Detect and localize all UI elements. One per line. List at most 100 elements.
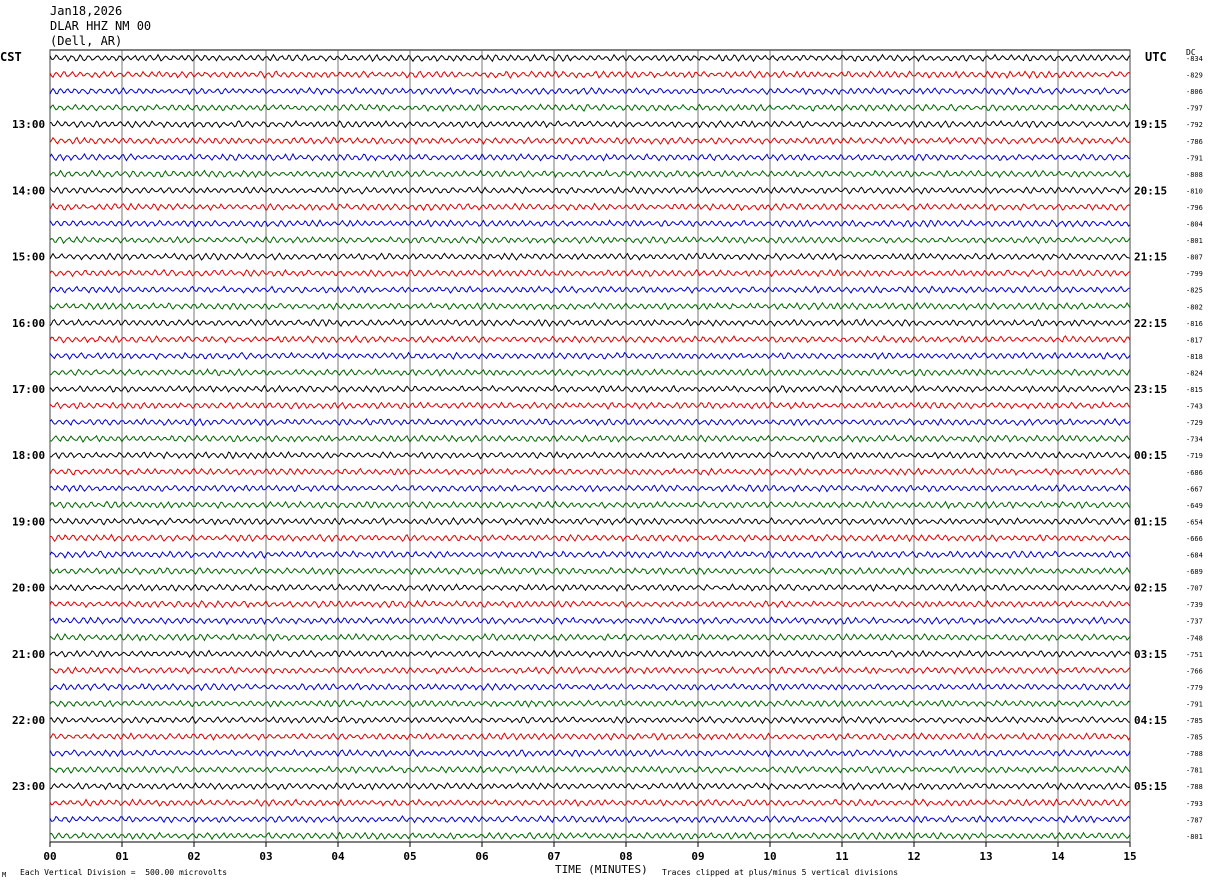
trace-row: [49, 53, 1131, 63]
dc-offset-label: -739: [1186, 601, 1203, 609]
x-tick-label: 06: [475, 850, 489, 863]
dc-offset-label: -791: [1186, 154, 1203, 162]
dc-offset-label: -807: [1186, 254, 1203, 262]
dc-offset-label: -829: [1186, 72, 1203, 80]
cst-hour-label: 21:00: [12, 648, 45, 661]
trace-row: [49, 732, 1131, 741]
dc-offset-label: -808: [1186, 171, 1203, 179]
trace-row: [49, 252, 1131, 261]
cst-hour-label: 23:00: [12, 780, 45, 793]
dc-offset-label: -689: [1186, 568, 1203, 576]
dc-offset-label: -734: [1186, 436, 1203, 444]
trace-row: [49, 434, 1131, 444]
trace-row: [49, 814, 1131, 824]
dc-offset-label: -788: [1186, 783, 1203, 791]
x-tick-label: 05: [403, 850, 416, 863]
utc-hour-label: 01:15: [1134, 515, 1167, 528]
x-tick-label: 10: [763, 850, 776, 863]
trace-row: [49, 798, 1131, 808]
trace-row: [49, 285, 1131, 295]
dc-offset-label: -816: [1186, 320, 1203, 328]
dc-offset-label: -825: [1186, 287, 1203, 295]
trace-row: [49, 301, 1131, 311]
trace-row: [49, 599, 1131, 609]
trace-row: [49, 583, 1131, 593]
dc-offset-label: -810: [1186, 187, 1203, 195]
axis-labels: 00 01 02 03 04 05 06 07 08 09 10 11 12 13 14 15 -834 -829…: [12, 55, 1203, 863]
cst-axis-title: CST: [0, 50, 22, 64]
seismic-traces: [49, 53, 1131, 841]
dc-offset-label: -737: [1186, 618, 1203, 626]
dc-offset-label: -792: [1186, 121, 1203, 129]
dc-offset-label: -748: [1186, 634, 1203, 642]
trace-row: [49, 450, 1131, 460]
time-grid: [49, 49, 1131, 847]
dc-offset-label: -793: [1186, 800, 1203, 808]
dc-offset-label: -785: [1186, 717, 1203, 725]
trace-row: [49, 417, 1131, 427]
trace-row: [49, 401, 1131, 410]
trace-row: [49, 550, 1131, 559]
cst-hour-label: 15:00: [12, 251, 45, 264]
x-tick-label: 03: [259, 850, 272, 863]
utc-hour-label: 23:15: [1134, 383, 1167, 396]
dc-offset-label: -786: [1186, 138, 1203, 146]
dc-offset-label: -787: [1186, 816, 1203, 824]
utc-axis-title: UTC: [1145, 50, 1167, 64]
trace-row: [49, 566, 1131, 576]
dc-offset-label: -797: [1186, 105, 1203, 113]
trace-row: [49, 235, 1131, 245]
dc-offset-label: -766: [1186, 667, 1203, 675]
dc-offset-label: -834: [1186, 55, 1203, 63]
trace-row: [49, 649, 1131, 659]
dc-offset-label: -729: [1186, 419, 1203, 427]
utc-hour-label: 05:15: [1134, 780, 1167, 793]
x-tick-label: 09: [691, 850, 704, 863]
cst-hour-label: 16:00: [12, 317, 45, 330]
dc-offset-label: -649: [1186, 502, 1203, 510]
cst-hour-label: 20:00: [12, 582, 45, 595]
x-tick-label: 11: [835, 850, 849, 863]
utc-hour-label: 00:15: [1134, 449, 1167, 462]
clip-note: Traces clipped at plus/minus 5 vertical …: [662, 868, 899, 877]
cst-hour-label: 13:00: [12, 118, 45, 131]
trace-row: [49, 666, 1131, 675]
trace-row: [49, 467, 1131, 477]
dc-offset-label: -796: [1186, 204, 1203, 212]
dc-offset-label: -654: [1186, 518, 1203, 526]
dc-offset-label: -707: [1186, 585, 1203, 593]
trace-row: [49, 219, 1131, 228]
x-tick-label: 07: [547, 850, 560, 863]
x-tick-label: 12: [907, 850, 920, 863]
dc-offset-label: -719: [1186, 452, 1203, 460]
trace-row: [49, 632, 1131, 642]
x-tick-label: 01: [115, 850, 129, 863]
dc-offset-label: -743: [1186, 403, 1203, 411]
trace-row: [49, 202, 1131, 212]
dc-offset-label: -684: [1186, 552, 1203, 560]
utc-hour-label: 19:15: [1134, 118, 1167, 131]
trace-row: [49, 86, 1131, 96]
utc-hour-label: 20:15: [1134, 184, 1167, 197]
station-code: DLAR HHZ NM 00: [50, 19, 152, 33]
trace-row: [49, 136, 1131, 146]
x-tick-label: 08: [619, 850, 632, 863]
dc-offset-label: -779: [1186, 684, 1203, 692]
trace-row: [49, 781, 1131, 791]
dc-offset-label: -785: [1186, 734, 1203, 742]
dc-offset-label: -815: [1186, 386, 1203, 394]
dc-offset-label: -804: [1186, 221, 1203, 229]
trace-row: [49, 384, 1131, 394]
dc-offset-label: -818: [1186, 353, 1203, 361]
dc-offset-label: -799: [1186, 270, 1203, 278]
trace-row: [49, 70, 1131, 79]
trace-row: [49, 119, 1131, 129]
x-tick-label: 15: [1123, 850, 1136, 863]
dc-offset-label: -801: [1186, 833, 1203, 841]
x-axis-title: TIME (MINUTES): [555, 863, 648, 876]
trace-row: [49, 500, 1131, 510]
station-location: (Dell, AR): [50, 34, 123, 48]
utc-hour-label: 22:15: [1134, 317, 1167, 330]
dc-offset-label: -802: [1186, 303, 1203, 311]
trace-row: [49, 831, 1131, 841]
